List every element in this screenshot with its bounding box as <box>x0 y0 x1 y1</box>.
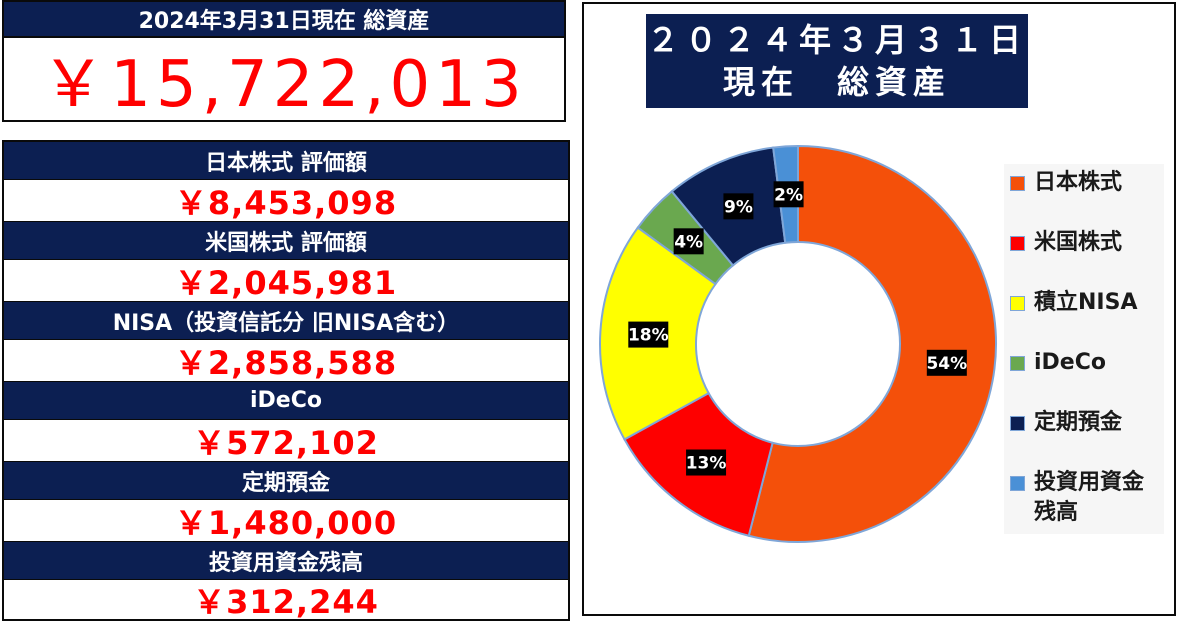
donut-label-investment-cash: 2% <box>773 181 804 208</box>
legend-label: 投資用資金 残高 <box>1034 470 1145 525</box>
donut-label-bg <box>686 449 727 476</box>
chart-panel: ２０２４年３月３１日 現在 総資産 54% 13% 18% 4% 9% 2% 日本株式米国… <box>582 2 1176 616</box>
donut-slice-japan-stocks <box>747 144 997 543</box>
asset-breakdown-table: 日本株式 評価額 ￥8,453,098 米国株式 評価額 ￥2,045,981 … <box>2 140 570 621</box>
legend-item-japan-stocks: 日本株式 <box>1010 168 1122 198</box>
donut-label-text: 13% <box>686 454 727 474</box>
total-assets-box: ￥15,722,013 <box>2 38 566 122</box>
legend-item-tsumitate-nisa: 積立NISA <box>1010 288 1137 318</box>
breakdown-label-time-deposit: 定期預金 <box>4 462 568 500</box>
legend-item-ideco: iDeCo <box>1010 348 1106 378</box>
breakdown-label-ideco: iDeCo <box>4 382 568 420</box>
chart-legend: 日本株式米国株式積立NISA iDeCo 定期預金投資用資金 残高 <box>1004 164 1164 534</box>
legend-item-us-stocks: 米国株式 <box>1010 228 1122 258</box>
breakdown-value-investment-cash: ￥312,244 <box>4 580 568 621</box>
donut-label-bg <box>926 349 967 376</box>
legend-swatch <box>1010 476 1025 491</box>
legend-label: 定期預金 <box>1034 410 1123 435</box>
donut-label-japan-stocks: 54% <box>926 349 967 376</box>
donut-label-ideco: 4% <box>673 228 704 255</box>
donut-chart: 54% 13% 18% 4% 9% 2% <box>599 144 997 543</box>
chart-subtitle: 現在 総資産 <box>722 63 951 101</box>
donut-label-bg <box>628 321 669 348</box>
donut-label-bg <box>673 228 704 255</box>
breakdown-value-ideco: ￥572,102 <box>4 420 568 462</box>
legend-swatch <box>1010 176 1025 191</box>
legend-label: 日本株式 <box>1034 170 1123 195</box>
breakdown-value-japan-stocks: ￥8,453,098 <box>4 180 568 222</box>
breakdown-value-nisa: ￥2,858,588 <box>4 340 568 382</box>
breakdown-value-time-deposit: ￥1,480,000 <box>4 500 568 542</box>
legend-item-time-deposit: 定期預金 <box>1010 408 1122 438</box>
chart-title-box: ２０２４年３月３１日 現在 総資産 <box>646 14 1028 108</box>
legend-label: 米国株式 <box>1034 230 1123 255</box>
donut-label-text: 9% <box>724 197 753 217</box>
donut-label-bg <box>723 193 754 220</box>
donut-label-us-stocks: 13% <box>686 449 727 476</box>
breakdown-value-us-stocks: ￥2,045,981 <box>4 260 568 302</box>
legend-swatch <box>1010 236 1025 251</box>
legend-swatch <box>1010 416 1025 431</box>
donut-label-text: 4% <box>674 232 703 252</box>
breakdown-label-us-stocks: 米国株式 評価額 <box>4 222 568 260</box>
total-assets-value: ￥15,722,013 <box>41 48 527 122</box>
donut-label-text: 18% <box>628 326 669 346</box>
breakdown-label-japan-stocks: 日本株式 評価額 <box>4 142 568 180</box>
legend-label: iDeCo <box>1034 350 1106 375</box>
donut-label-text: 2% <box>774 185 803 205</box>
legend-label: 積立NISA <box>1034 290 1138 315</box>
donut-label-text: 54% <box>926 354 967 374</box>
donut-label-tsumitate-nisa: 18% <box>628 321 669 348</box>
breakdown-label-nisa: NISA（投資信託分 旧NISA含む） <box>4 302 568 340</box>
donut-label-bg <box>773 181 804 208</box>
legend-swatch <box>1010 296 1025 311</box>
chart-title: ２０２４年３月３１日 <box>646 21 1027 59</box>
legend-swatch <box>1010 356 1025 371</box>
donut-label-time-deposit: 9% <box>723 193 754 220</box>
legend-item-investment-cash: 投資用資金 残高 <box>1010 468 1144 528</box>
breakdown-label-investment-cash: 投資用資金残高 <box>4 542 568 580</box>
total-assets-header: 2024年3月31日現在 総資産 <box>2 0 566 38</box>
